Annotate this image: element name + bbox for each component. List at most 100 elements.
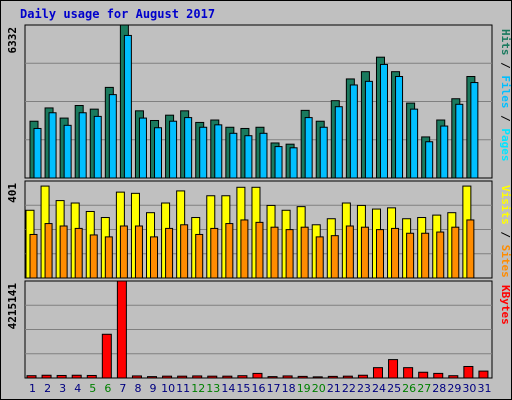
sites-bar-day-22 bbox=[345, 225, 354, 279]
files-bar-day-27 bbox=[425, 141, 434, 179]
files-bar-day-10 bbox=[169, 120, 178, 179]
day-tick-label: 16 bbox=[252, 382, 266, 395]
legend-sites: Sites bbox=[499, 245, 512, 278]
sites-bar-day-20 bbox=[315, 236, 324, 279]
day-tick-label: 29 bbox=[447, 382, 461, 395]
files-bar-day-12 bbox=[199, 126, 208, 179]
sites-bar-day-27 bbox=[421, 232, 430, 279]
files-bar-day-4 bbox=[78, 112, 87, 179]
sites-bar-day-26 bbox=[406, 232, 415, 279]
panel-3-legend: KBytes bbox=[499, 285, 512, 325]
sites-bar-day-10 bbox=[165, 227, 174, 279]
sites-bar-day-11 bbox=[180, 224, 189, 279]
panel-2-legend: Visits / Sites bbox=[499, 185, 512, 278]
sites-bar-day-2 bbox=[44, 223, 53, 279]
day-tick-label: 27 bbox=[417, 382, 431, 395]
day-tick-label: 1 bbox=[29, 382, 36, 395]
kbytes-bar-day-13 bbox=[207, 375, 218, 379]
day-tick-label: 22 bbox=[342, 382, 356, 395]
sites-bar-day-3 bbox=[59, 225, 68, 279]
sites-bar-day-6 bbox=[104, 236, 113, 279]
files-bar-day-23 bbox=[364, 80, 373, 179]
day-tick-label: 19 bbox=[297, 382, 311, 395]
sites-bar-day-12 bbox=[195, 233, 204, 279]
files-bar-day-21 bbox=[334, 106, 343, 179]
sites-bar-day-19 bbox=[300, 226, 309, 279]
day-tick-label: 5 bbox=[89, 382, 96, 395]
day-tick-label: 17 bbox=[267, 382, 281, 395]
files-bar-day-5 bbox=[93, 115, 102, 179]
files-bar-day-25 bbox=[395, 76, 404, 179]
kbytes-bar-day-23 bbox=[357, 374, 368, 379]
sites-bar-day-29 bbox=[451, 226, 460, 279]
day-tick-label: 2 bbox=[44, 382, 51, 395]
kbytes-bar-day-14 bbox=[222, 375, 233, 379]
panel-3-max-label: 4215141 bbox=[6, 283, 19, 330]
files-bar-day-1 bbox=[33, 127, 42, 179]
kbytes-bar-day-21 bbox=[327, 375, 338, 379]
kbytes-bar-day-9 bbox=[147, 376, 158, 379]
sites-bar-day-5 bbox=[89, 234, 98, 279]
kbytes-bar-day-22 bbox=[342, 375, 353, 379]
files-bar-day-28 bbox=[440, 125, 449, 179]
day-tick-label: 7 bbox=[119, 382, 126, 395]
day-tick-label: 4 bbox=[74, 382, 81, 395]
kbytes-bar-day-2 bbox=[41, 374, 52, 379]
day-tick-label: 12 bbox=[191, 382, 205, 395]
sites-bar-day-9 bbox=[150, 236, 159, 279]
day-tick-label: 30 bbox=[462, 382, 476, 395]
files-bar-day-3 bbox=[63, 124, 72, 179]
panel-1-legend: Hits / Files / Pages bbox=[499, 29, 512, 162]
files-bar-day-24 bbox=[379, 63, 388, 179]
day-tick-label: 24 bbox=[372, 382, 386, 395]
sites-bar-day-17 bbox=[270, 226, 279, 279]
kbytes-bar-day-15 bbox=[237, 375, 248, 379]
sites-bar-day-13 bbox=[210, 227, 219, 279]
day-tick-label: 31 bbox=[477, 382, 491, 395]
kbytes-bar-day-31 bbox=[478, 370, 489, 379]
panel-1-max-label: 6332 bbox=[6, 27, 19, 54]
sites-bar-day-16 bbox=[255, 221, 264, 279]
sites-bar-day-4 bbox=[74, 227, 83, 279]
day-tick-label: 15 bbox=[236, 382, 250, 395]
legend-files: Files bbox=[499, 75, 512, 108]
sites-bar-day-24 bbox=[375, 229, 384, 279]
files-bar-day-16 bbox=[259, 132, 268, 179]
files-bar-day-8 bbox=[138, 117, 147, 179]
legend-hits: Hits bbox=[499, 29, 512, 56]
day-tick-label: 26 bbox=[402, 382, 416, 395]
files-bar-day-7 bbox=[123, 34, 132, 179]
day-tick-label: 20 bbox=[312, 382, 326, 395]
kbytes-bar-day-8 bbox=[131, 375, 142, 379]
files-bar-day-13 bbox=[214, 124, 223, 179]
kbytes-bar-day-18 bbox=[282, 375, 293, 379]
files-bar-day-29 bbox=[455, 103, 464, 179]
files-bar-day-15 bbox=[244, 135, 253, 179]
kbytes-bar-day-19 bbox=[297, 375, 308, 379]
day-tick-label: 25 bbox=[387, 382, 401, 395]
kbytes-bar-day-27 bbox=[418, 371, 429, 379]
files-bar-day-18 bbox=[289, 147, 298, 179]
day-tick-label: 9 bbox=[150, 382, 157, 395]
sites-bar-day-21 bbox=[330, 235, 339, 279]
day-tick-label: 13 bbox=[206, 382, 220, 395]
files-bar-day-17 bbox=[274, 146, 283, 179]
day-tick-label: 21 bbox=[327, 382, 341, 395]
sites-bar-day-14 bbox=[225, 223, 234, 279]
sites-bar-day-8 bbox=[134, 225, 143, 279]
files-bar-day-11 bbox=[184, 117, 193, 179]
kbytes-bar-day-16 bbox=[252, 372, 263, 379]
files-bar-day-22 bbox=[349, 84, 358, 179]
files-bar-day-14 bbox=[229, 132, 238, 179]
kbytes-bar-day-28 bbox=[433, 372, 444, 379]
sites-bar-day-7 bbox=[119, 225, 128, 279]
kbytes-bar-day-3 bbox=[56, 374, 67, 379]
day-tick-label: 10 bbox=[161, 382, 175, 395]
kbytes-bar-day-5 bbox=[86, 374, 97, 379]
sites-bar-day-28 bbox=[436, 231, 445, 279]
kbytes-bar-day-7 bbox=[116, 280, 127, 379]
day-tick-label: 3 bbox=[59, 382, 66, 395]
day-tick-label: 14 bbox=[221, 382, 235, 395]
